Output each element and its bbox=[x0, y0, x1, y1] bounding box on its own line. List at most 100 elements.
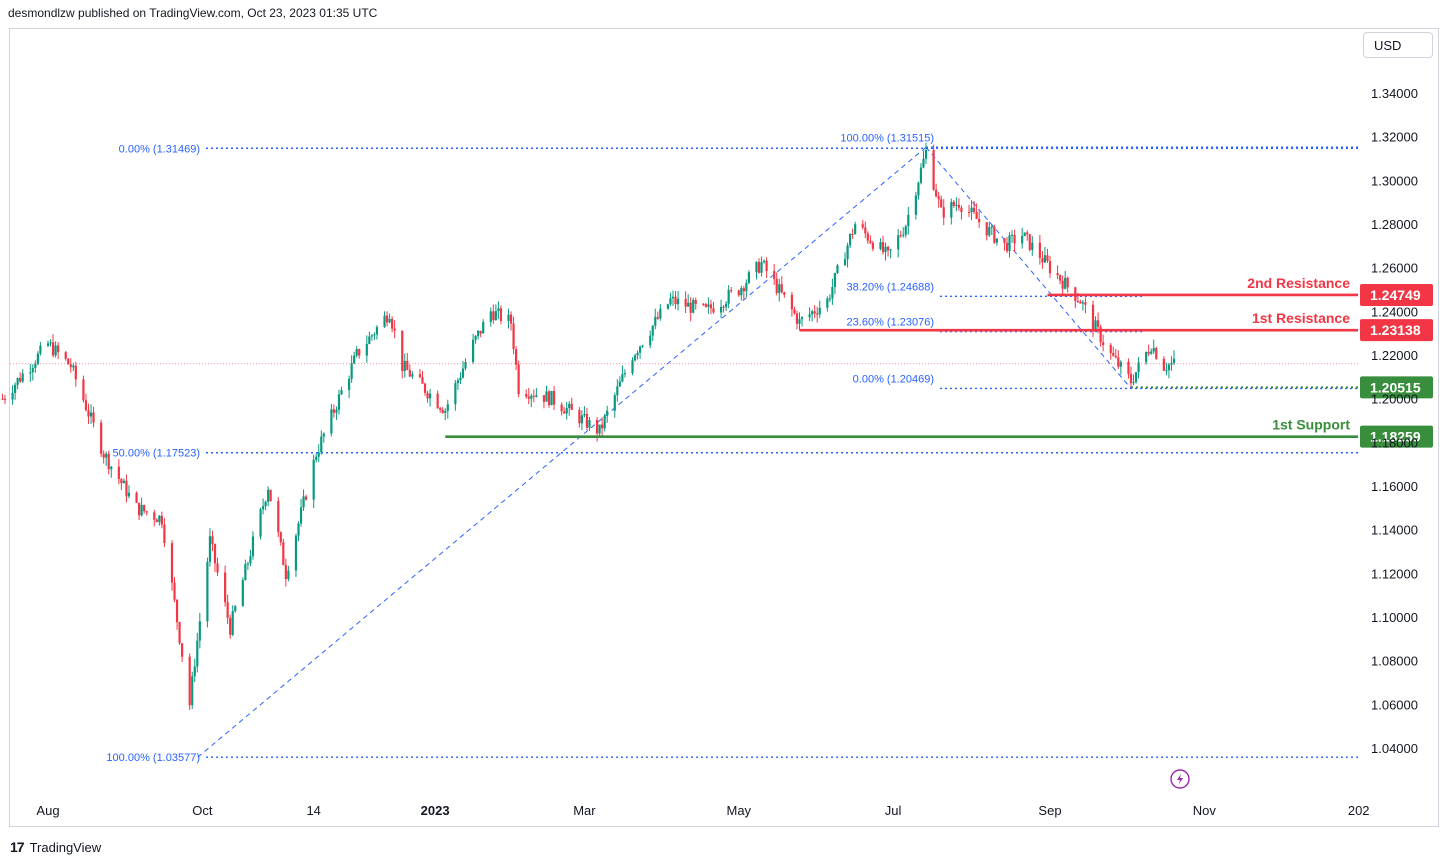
candle-body bbox=[1147, 352, 1150, 354]
candle-body bbox=[317, 452, 320, 457]
candle-body bbox=[745, 282, 748, 292]
candle-body bbox=[246, 563, 249, 565]
candle-body bbox=[439, 408, 442, 410]
candle-body bbox=[897, 235, 900, 250]
candle-body bbox=[674, 296, 677, 305]
price-tick-label: 1.10000 bbox=[1371, 610, 1418, 625]
candle-body bbox=[1162, 358, 1165, 371]
candle-body bbox=[391, 318, 394, 329]
chart-frame bbox=[9, 28, 1439, 827]
candle-body bbox=[831, 286, 834, 299]
candle-body bbox=[188, 656, 191, 706]
candle-body bbox=[515, 349, 518, 365]
candle-body bbox=[16, 378, 19, 385]
candle-body bbox=[454, 383, 457, 405]
publisher-caption: desmondlzw published on TradingView.com,… bbox=[8, 6, 378, 20]
candle-body bbox=[601, 424, 604, 429]
candle-body bbox=[302, 496, 305, 508]
candle-body bbox=[408, 369, 411, 377]
candle-body bbox=[64, 352, 67, 359]
candle-body bbox=[31, 368, 34, 373]
key-level-name: 2nd Resistance bbox=[1247, 275, 1350, 291]
candle-body bbox=[39, 345, 42, 354]
candles bbox=[1, 142, 1176, 710]
currency-button[interactable]: USD bbox=[1363, 32, 1433, 58]
candle-body bbox=[565, 408, 568, 414]
candle-body bbox=[1046, 255, 1049, 261]
candle-body bbox=[482, 321, 485, 334]
candle-body bbox=[760, 262, 763, 273]
candle-body bbox=[51, 342, 55, 356]
candle-body bbox=[370, 335, 373, 337]
candle-body bbox=[967, 211, 971, 213]
candle-body bbox=[790, 294, 794, 310]
candle-body bbox=[178, 622, 181, 644]
time-tick-label: May bbox=[726, 803, 751, 818]
candle-body bbox=[623, 373, 627, 375]
price-badge-label: 1.23138 bbox=[1370, 322, 1421, 338]
candle-body bbox=[924, 149, 928, 159]
candle-body bbox=[287, 570, 290, 580]
candle-body bbox=[580, 415, 583, 424]
time-tick-label: Nov bbox=[1193, 803, 1217, 818]
candle-body bbox=[899, 235, 902, 237]
candle-body bbox=[775, 278, 778, 294]
candle-body bbox=[1127, 361, 1130, 374]
candle-body bbox=[401, 330, 404, 372]
candle-body bbox=[175, 599, 179, 623]
candle-body bbox=[1094, 320, 1097, 330]
candle-body bbox=[826, 298, 829, 308]
candle-body bbox=[563, 411, 566, 414]
candle-body bbox=[849, 233, 852, 246]
candle-body bbox=[155, 519, 158, 523]
candle-body bbox=[373, 334, 376, 336]
replay-icon[interactable] bbox=[1170, 769, 1190, 789]
time-tick-label: 202 bbox=[1348, 803, 1370, 818]
currency-label: USD bbox=[1374, 37, 1402, 53]
candle-body bbox=[740, 288, 743, 296]
candle-body bbox=[100, 422, 103, 454]
candle-body bbox=[919, 167, 923, 183]
candle-body bbox=[137, 502, 141, 516]
candle-body bbox=[234, 606, 237, 611]
time-tick-label: Oct bbox=[192, 803, 213, 818]
candle-body bbox=[881, 242, 885, 253]
candle-body bbox=[264, 501, 267, 507]
candle-body bbox=[163, 524, 166, 544]
price-tick-label: 1.28000 bbox=[1371, 217, 1418, 232]
candle-body bbox=[1038, 242, 1041, 259]
candle-body bbox=[818, 307, 821, 315]
candle-body bbox=[196, 640, 199, 667]
candle-body bbox=[755, 261, 758, 273]
candle-body bbox=[742, 288, 745, 292]
candle-body bbox=[436, 393, 439, 409]
candle-body bbox=[1043, 255, 1047, 263]
candle-body bbox=[588, 419, 591, 428]
candle-body bbox=[970, 207, 973, 213]
candle-body bbox=[365, 343, 368, 356]
price-tick-label: 1.16000 bbox=[1371, 479, 1418, 494]
candle-body bbox=[747, 272, 750, 283]
candle-body bbox=[1145, 352, 1148, 363]
candle-body bbox=[446, 404, 449, 411]
candle-body bbox=[54, 345, 57, 356]
candle-body bbox=[72, 365, 75, 368]
candle-body bbox=[122, 480, 126, 484]
candle-body bbox=[1091, 304, 1095, 330]
fib-level-label: 100.00% (1.31515) bbox=[840, 132, 934, 144]
candle-body bbox=[426, 392, 429, 399]
candle-body bbox=[866, 233, 869, 241]
candle-body bbox=[11, 392, 14, 400]
candle-body bbox=[1137, 362, 1140, 373]
candle-body bbox=[315, 456, 318, 460]
key-level-name: 1st Support bbox=[1272, 417, 1350, 433]
candle-body bbox=[19, 378, 22, 382]
candle-body bbox=[651, 325, 654, 336]
candle-body bbox=[1066, 277, 1069, 288]
candle-body bbox=[846, 245, 849, 260]
candle-body bbox=[1021, 236, 1024, 244]
candle-body bbox=[902, 234, 905, 236]
candle-body bbox=[492, 311, 495, 321]
candle-body bbox=[261, 506, 265, 510]
